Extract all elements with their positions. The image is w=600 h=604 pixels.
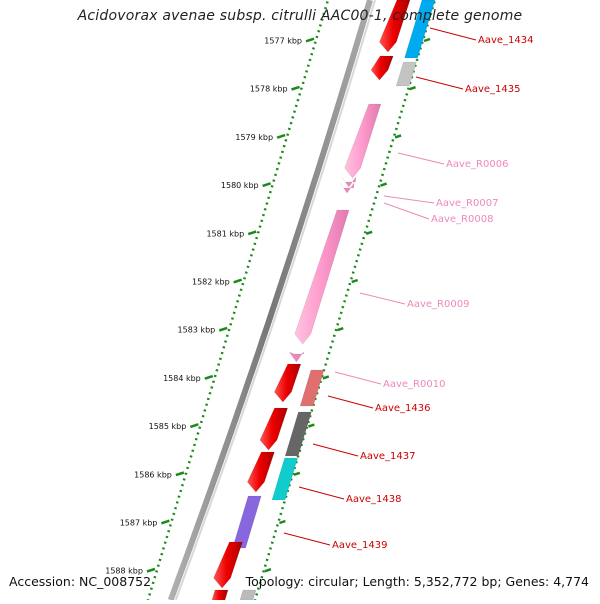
cds-block-teal — [271, 457, 299, 501]
cds-block-purple — [232, 495, 262, 549]
rna-arrow-large — [294, 209, 350, 345]
accession-text: Accession: NC_008752 — [9, 574, 152, 589]
ruler-tick — [276, 133, 286, 139]
features-layer — [211, 0, 436, 601]
map-title: Acidovorax avenae subsp. citrulli AAC00-… — [77, 8, 523, 24]
feature-label: Aave_1438 — [346, 494, 402, 505]
ruler-tick-label: 1588 kbp — [105, 567, 143, 576]
ruler-tick-label: 1587 kbp — [120, 519, 158, 528]
label-leader-line — [383, 202, 430, 220]
inner-tick — [264, 568, 272, 573]
cds-arrow-outer — [370, 55, 394, 81]
ruler-tick-label: 1584 kbp — [163, 374, 201, 383]
ruler-tick — [233, 278, 243, 284]
rna-chevron-small — [339, 181, 355, 194]
ruler-layer: 1577 kbp 1578 kbp 1579 kbp 1580 kbp 1581 kbp… — [105, 0, 437, 601]
labels-layer: Aave_1434 Aave_1435 Aave_R0006 Aave_R0007 Aa… — [283, 27, 534, 551]
ruler-tick-label: 1580 kbp — [221, 181, 259, 190]
label-leader-line — [415, 76, 464, 90]
inner-tick — [351, 278, 359, 284]
feature-label: Aave_1437 — [360, 451, 416, 462]
cds-arrow-cyan — [404, 0, 436, 59]
genome-summary-text: Topology: circular; Length: 5,352,772 bp… — [245, 574, 589, 589]
inner-tick — [307, 423, 315, 428]
feature-label: Aave_1435 — [465, 84, 521, 95]
ruler-tick — [161, 519, 170, 525]
ruler-tick-label: 1581 kbp — [206, 229, 244, 238]
feature-label: Aave_R0008 — [431, 214, 493, 225]
cds-block-gray — [239, 589, 257, 601]
inner-tick — [322, 375, 330, 380]
feature-label: Aave_R0010 — [383, 379, 445, 390]
inner-tick — [293, 471, 301, 476]
ruler-tick-label: 1583 kbp — [178, 326, 216, 335]
ruler-tick-label: 1578 kbp — [250, 85, 288, 94]
feature-label: Aave_R0007 — [436, 198, 498, 209]
ruler-tick — [262, 182, 272, 188]
feature-label: Aave_1434 — [478, 35, 534, 46]
inner-tick — [279, 519, 286, 525]
label-leader-line — [359, 292, 406, 305]
rna-arrow-large — [344, 103, 382, 179]
rna-chevron-small — [341, 175, 357, 188]
feature-label: Aave_R0006 — [446, 159, 508, 170]
ruler-tick — [247, 230, 257, 236]
inner-dotted-line — [253, 0, 437, 601]
cds-arrow-outer — [247, 451, 275, 493]
cds-block-dark — [284, 411, 312, 457]
label-leader-line — [327, 395, 374, 409]
inner-tick — [409, 86, 416, 91]
ruler-tick-label: 1585 kbp — [149, 422, 187, 431]
ruler-tick-label: 1577 kbp — [264, 37, 302, 46]
label-leader-line — [429, 27, 477, 41]
inner-tick — [365, 230, 373, 235]
cds-arrow-outer — [274, 363, 302, 403]
backbone-line — [167, 0, 373, 602]
ruler-tick-label: 1582 kbp — [192, 278, 230, 287]
feature-label: Aave_1439 — [332, 540, 388, 551]
ruler-tick — [146, 567, 156, 573]
ruler-tick — [175, 471, 185, 477]
rna-chevron-small — [288, 351, 305, 363]
ruler-tick — [218, 326, 228, 332]
ruler-tick-label: 1586 kbp — [134, 470, 172, 479]
label-leader-line — [397, 152, 445, 165]
inner-tick — [336, 327, 344, 332]
ruler-tick-label: 1579 kbp — [235, 133, 273, 142]
inner-tick — [380, 182, 388, 187]
cds-arrow-outer — [213, 541, 243, 589]
label-leader-line — [298, 486, 345, 500]
backbone-layer — [167, 0, 376, 602]
inner-tick — [423, 37, 431, 43]
cds-arrow-outer — [211, 589, 229, 601]
ruler-tick — [189, 423, 199, 429]
ruler-dotted-line — [146, 0, 330, 601]
ruler-tick — [305, 37, 315, 43]
feature-label: Aave_R0009 — [407, 299, 469, 310]
ruler-tick — [204, 374, 214, 380]
feature-label: Aave_1436 — [375, 403, 431, 414]
cds-arrow-outer — [379, 0, 411, 53]
ruler-tick — [291, 85, 300, 91]
cds-block-salmon — [299, 369, 325, 407]
cds-block-gray — [395, 61, 417, 87]
label-leader-line — [383, 195, 435, 204]
backbone-highlight — [174, 0, 376, 601]
label-leader-line — [312, 443, 359, 457]
label-leader-line — [283, 532, 331, 546]
label-leader-line — [334, 371, 382, 385]
inner-tick — [394, 134, 402, 139]
cds-arrow-outer — [259, 407, 289, 451]
